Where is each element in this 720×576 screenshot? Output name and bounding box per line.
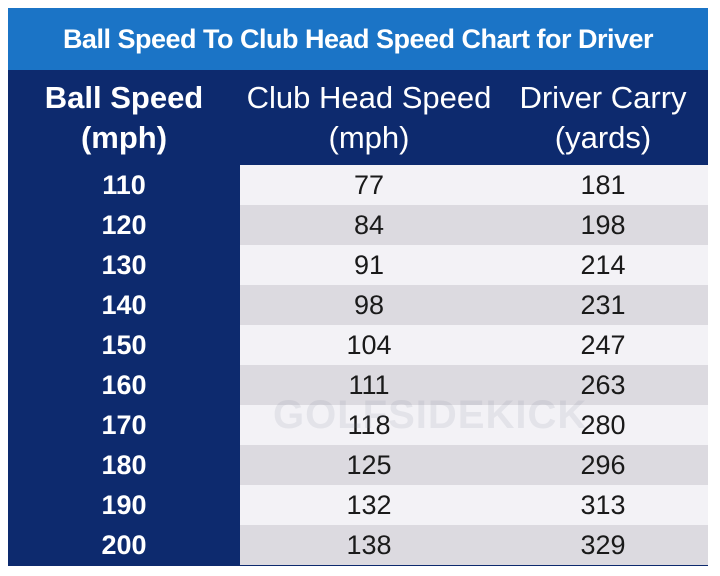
ball-speed-cell: 160	[101, 370, 147, 400]
chart-frame: Ball Speed To Club Head Speed Chart for …	[8, 8, 708, 566]
column-header-driver-carry: Driver Carry (yards)	[498, 78, 708, 158]
club-head-speed-cell: 138	[346, 530, 392, 560]
table-row: 125 296	[240, 445, 708, 485]
driver-carry-cell: 231	[580, 290, 626, 320]
ball-speed-cell: 120	[101, 210, 147, 240]
table-row: 77 181	[240, 165, 708, 205]
header-line: Ball Speed	[44, 80, 204, 115]
header-line: Driver Carry	[519, 80, 687, 115]
club-head-speed-cell: 77	[353, 170, 385, 200]
driver-carry-cell: 247	[580, 330, 626, 360]
ball-speed-cell: 190	[101, 490, 147, 520]
club-head-speed-cell: 91	[353, 250, 385, 280]
club-head-speed-cell: 111	[348, 370, 390, 400]
club-head-speed-cell: 118	[347, 410, 391, 440]
table-row: 84 198	[240, 205, 708, 245]
ball-speed-cell: 200	[101, 530, 147, 560]
ball-speed-cell: 110	[102, 170, 146, 200]
driver-carry-cell: 263	[580, 370, 626, 400]
driver-carry-cell: 181	[580, 170, 626, 200]
header-unit: (mph)	[328, 120, 410, 155]
table-row: 98 231	[240, 285, 708, 325]
table-row: 111 263	[240, 365, 708, 405]
ball-speed-cell: 140	[101, 290, 147, 320]
club-head-speed-cell: 84	[353, 210, 385, 240]
driver-carry-cell: 313	[580, 490, 626, 520]
ball-speed-cell: 180	[101, 450, 147, 480]
table-row: 118 280	[240, 405, 708, 445]
ball-speed-cell: 130	[101, 250, 147, 280]
driver-carry-cell: 198	[580, 210, 626, 240]
table-row: 91 214	[240, 245, 708, 285]
header-unit: (yards)	[554, 120, 652, 155]
driver-carry-cell: 214	[580, 250, 626, 280]
header-unit: (mph)	[80, 120, 168, 155]
header-line: Club Head Speed	[246, 80, 492, 115]
driver-carry-cell: 296	[580, 450, 626, 480]
column-header-club-head-speed: Club Head Speed (mph)	[240, 78, 498, 158]
driver-carry-cell: 280	[580, 410, 626, 440]
table-row: 104 247	[240, 325, 708, 365]
column-header-ball-speed: Ball Speed (mph)	[8, 78, 240, 158]
driver-carry-cell: 329	[580, 530, 626, 560]
club-head-speed-cell: 125	[346, 450, 392, 480]
table-row: 132 313	[240, 485, 708, 525]
ball-speed-cell: 150	[101, 330, 147, 360]
chart-title: Ball Speed To Club Head Speed Chart for …	[8, 8, 708, 70]
club-head-speed-cell: 104	[346, 330, 392, 360]
club-head-speed-cell: 132	[346, 490, 392, 520]
ball-speed-cell: 170	[101, 410, 147, 440]
table-row: 138 329	[240, 525, 708, 565]
club-head-speed-cell: 98	[353, 290, 385, 320]
